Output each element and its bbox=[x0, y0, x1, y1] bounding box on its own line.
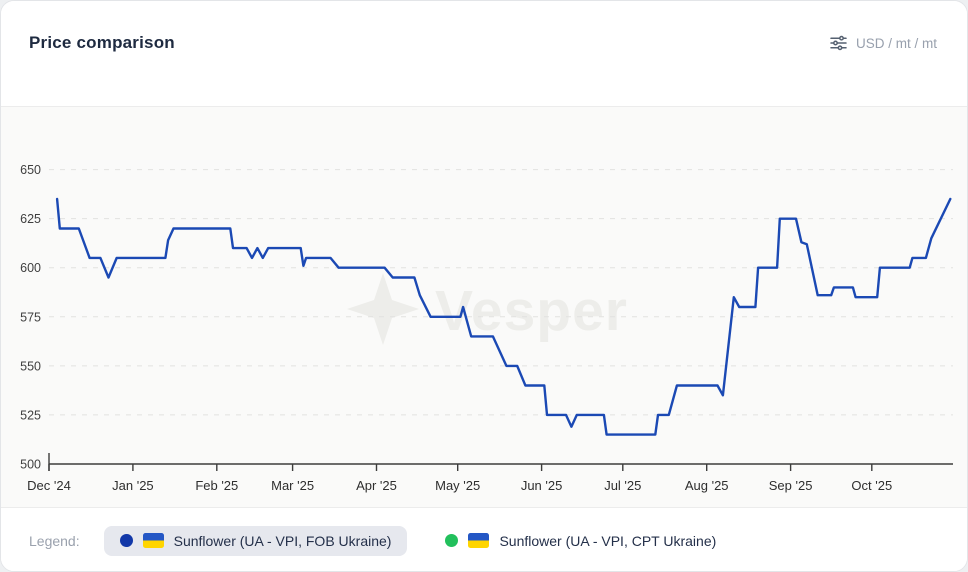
svg-text:Apr '25: Apr '25 bbox=[356, 478, 397, 493]
legend-item-fob-ukraine[interactable]: Sunflower (UA - VPI, FOB Ukraine) bbox=[103, 525, 408, 556]
price-line bbox=[55, 197, 952, 436]
svg-text:Jul '25: Jul '25 bbox=[604, 478, 641, 493]
svg-text:Jun '25: Jun '25 bbox=[521, 478, 563, 493]
legend-item-cpt-ukraine[interactable]: Sunflower (UA - VPI, CPT Ukraine) bbox=[429, 526, 732, 556]
series-dot-icon bbox=[119, 534, 133, 547]
legend-item-label: Sunflower (UA - VPI, CPT Ukraine) bbox=[499, 532, 717, 549]
svg-text:Dec '24: Dec '24 bbox=[27, 478, 71, 493]
ukraine-flag-icon bbox=[142, 533, 164, 548]
legend-bar: Legend: Sunflower (UA - VPI, FOB Ukraine… bbox=[1, 507, 967, 571]
svg-text:Mar '25: Mar '25 bbox=[271, 478, 314, 493]
svg-text:Aug '25: Aug '25 bbox=[685, 478, 729, 493]
svg-text:Oct '25: Oct '25 bbox=[851, 478, 892, 493]
unit-label: USD / mt / mt bbox=[856, 35, 937, 51]
vesper-watermark: Vesper bbox=[435, 279, 628, 343]
svg-text:500: 500 bbox=[20, 458, 41, 472]
legend-label: Legend: bbox=[29, 532, 80, 549]
svg-text:625: 625 bbox=[20, 212, 41, 226]
sliders-icon bbox=[830, 35, 847, 51]
card-header: Price comparison USD / mt / mt bbox=[1, 1, 967, 107]
svg-text:525: 525 bbox=[20, 408, 41, 422]
price-chart[interactable]: Vesper 500 525 550 575 600 625 650 Dec '24 Jan '2… bbox=[1, 107, 968, 507]
svg-text:Sep '25: Sep '25 bbox=[769, 478, 813, 493]
svg-text:650: 650 bbox=[20, 163, 41, 177]
page-title: Price comparison bbox=[29, 33, 175, 52]
svg-text:Jan '25: Jan '25 bbox=[112, 478, 154, 493]
legend-item-label: Sunflower (UA - VPI, FOB Ukraine) bbox=[173, 532, 392, 549]
ukraine-flag-icon bbox=[468, 533, 490, 548]
unit-selector[interactable]: USD / mt / mt bbox=[830, 33, 937, 51]
series-dot-icon bbox=[445, 534, 459, 547]
svg-text:550: 550 bbox=[20, 359, 41, 373]
chart-area: Vesper 500 525 550 575 600 625 650 Dec '24 Jan '2… bbox=[1, 107, 967, 507]
svg-text:Feb '25: Feb '25 bbox=[195, 478, 238, 493]
vesper-logo-watermark bbox=[347, 273, 419, 345]
svg-text:575: 575 bbox=[20, 310, 41, 324]
svg-text:600: 600 bbox=[20, 261, 41, 275]
svg-text:May '25: May '25 bbox=[435, 478, 480, 493]
